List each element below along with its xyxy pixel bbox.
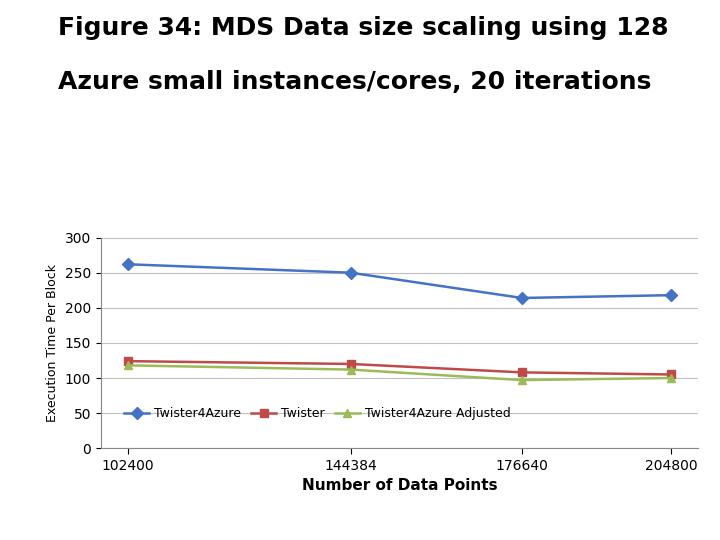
Twister4Azure Adjusted <box>346 366 355 373</box>
Twister4Azure <box>346 269 355 276</box>
Twister <box>518 369 526 376</box>
Y-axis label: Execution Time Per Block: Execution Time Per Block <box>46 264 59 422</box>
Line: Twister4Azure Adjusted: Twister4Azure Adjusted <box>124 361 675 384</box>
Text: Figure 34: MDS Data size scaling using 128: Figure 34: MDS Data size scaling using 1… <box>58 16 668 40</box>
Twister4Azure Adjusted <box>667 375 675 381</box>
Twister <box>667 371 675 377</box>
Twister4Azure <box>124 261 132 267</box>
Twister <box>124 358 132 365</box>
Twister4Azure <box>518 295 526 301</box>
Legend: Twister4Azure, Twister, Twister4Azure Adjusted: Twister4Azure, Twister, Twister4Azure Ad… <box>119 402 516 425</box>
X-axis label: Number of Data Points: Number of Data Points <box>302 478 498 493</box>
Twister4Azure Adjusted <box>124 362 132 369</box>
Twister4Azure <box>667 292 675 299</box>
Twister <box>346 361 355 367</box>
Twister4Azure Adjusted <box>518 377 526 383</box>
Line: Twister: Twister <box>124 357 675 379</box>
Text: Azure small instances/cores, 20 iterations: Azure small instances/cores, 20 iteratio… <box>58 70 651 94</box>
Line: Twister4Azure: Twister4Azure <box>124 260 675 302</box>
